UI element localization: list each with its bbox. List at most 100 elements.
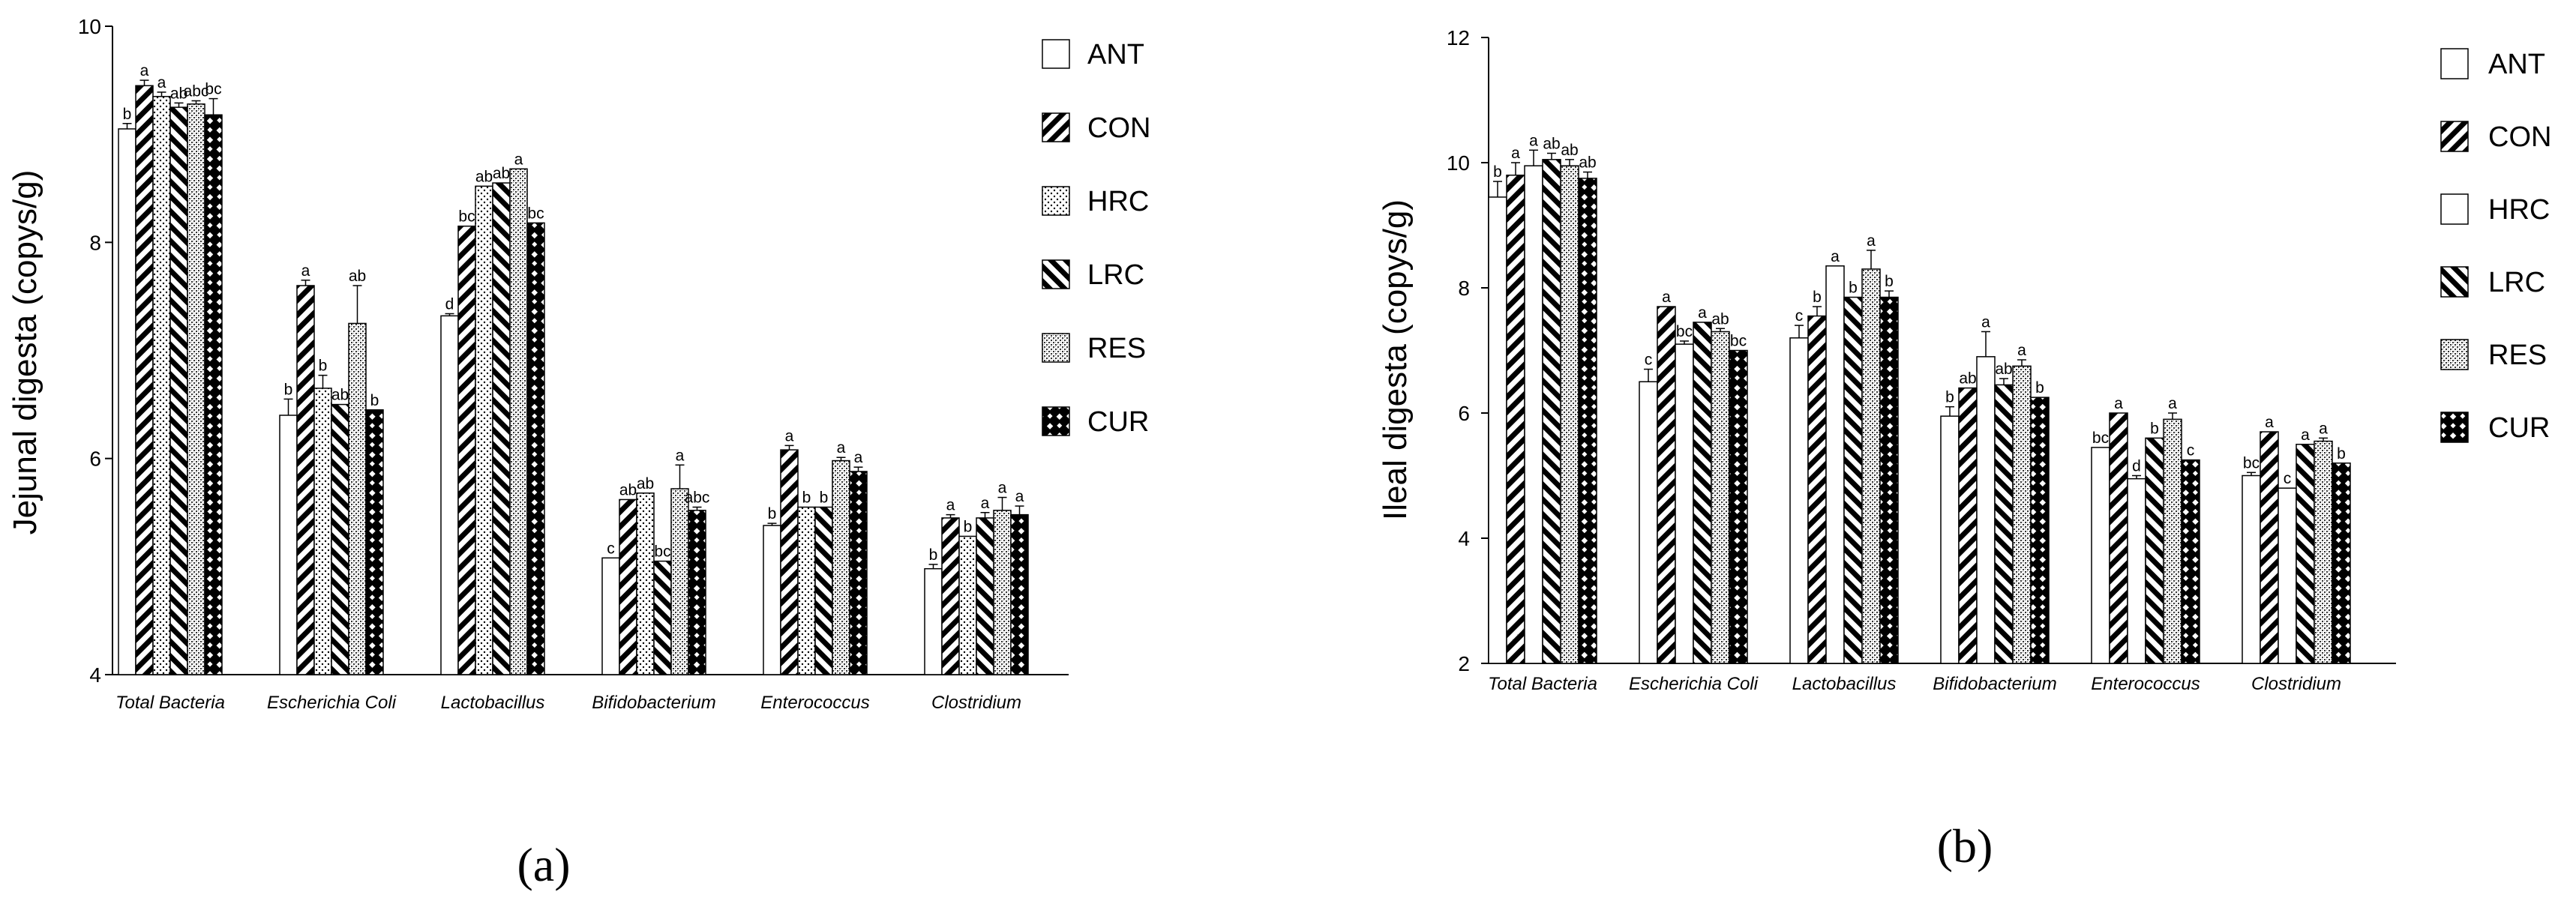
significance-label: a <box>854 449 863 466</box>
significance-label: a <box>998 480 1007 497</box>
x-category-label: Clostridium <box>2251 674 2341 694</box>
y-axis-title: Jejunal digesta (copys/g) <box>7 170 43 535</box>
significance-label: bc <box>1676 323 1693 340</box>
bar-cur <box>849 471 868 675</box>
bar-lrc <box>1843 296 1863 664</box>
bar-res <box>670 488 689 675</box>
bar-res <box>2012 365 2032 664</box>
legend-label-cur: CUR <box>2488 412 2550 444</box>
bar-con <box>2109 412 2128 664</box>
bar-cur <box>2030 397 2050 664</box>
legend-label-con: CON <box>1087 112 1150 144</box>
legend-label-con: CON <box>2488 121 2551 153</box>
significance-label: bc <box>205 81 221 98</box>
significance-label: c <box>1645 352 1653 369</box>
significance-label: a <box>1867 232 1876 250</box>
y-tick-label: 10 <box>78 15 101 38</box>
bar-hrc <box>152 95 171 675</box>
significance-label: bc <box>1730 333 1747 350</box>
legend-swatch-res <box>2440 339 2469 370</box>
significance-label: bc <box>2243 454 2260 471</box>
legend-swatch-lrc <box>2440 266 2469 298</box>
significance-label: a <box>1981 313 1990 331</box>
significance-label: a <box>2017 342 2026 359</box>
bar-con <box>296 285 315 675</box>
bar-res <box>993 510 1012 675</box>
bar-res <box>187 103 205 675</box>
bar-hrc <box>1675 343 1694 664</box>
bar-ant <box>1789 337 1809 664</box>
legend-label-lrc: LRC <box>2488 267 2545 298</box>
significance-label: b <box>1849 280 1858 297</box>
bar-hrc <box>1976 356 1996 664</box>
significance-label: bc <box>654 543 670 561</box>
bar-cur <box>365 409 384 675</box>
significance-label: c <box>1795 307 1804 325</box>
y-axis-title: Ileal digesta (copys/g) <box>1377 199 1414 520</box>
x-category-label: Lactobacillus <box>1792 674 1897 694</box>
bar-lrc <box>653 560 672 675</box>
bar-res <box>1560 165 1579 664</box>
bar-res <box>2163 418 2182 664</box>
bar-hrc <box>313 388 332 675</box>
panel-label-a: (a) <box>517 838 570 891</box>
bar-ant <box>440 315 459 675</box>
significance-label: b <box>284 381 293 398</box>
bar-ant <box>118 128 136 675</box>
significance-label: ab <box>637 475 654 492</box>
legend-swatch-con <box>1042 112 1070 142</box>
bar-cur <box>1729 349 1748 664</box>
bar-lrc <box>331 403 349 675</box>
significance-label: a <box>676 447 685 464</box>
y-tick-label: 8 <box>1458 277 1470 300</box>
significance-label: ab <box>493 165 510 182</box>
significance-label: ab <box>1561 142 1578 159</box>
bar-ant <box>924 567 943 675</box>
bar-con <box>1807 315 1827 664</box>
bar-ant <box>279 415 298 675</box>
bar-cur <box>2181 459 2200 664</box>
legend-swatch-lrc <box>1042 259 1070 289</box>
significance-label: b <box>1493 163 1502 181</box>
y-tick-label: 4 <box>89 663 101 687</box>
bar-cur <box>1010 513 1029 675</box>
bar-ant <box>1488 196 1507 664</box>
significance-label: c <box>2284 470 2292 487</box>
significance-label: ab <box>1711 310 1729 328</box>
significance-label: a <box>1015 488 1024 505</box>
bar-ant <box>601 557 620 675</box>
significance-label: bc <box>458 208 475 226</box>
y-tick-label: 6 <box>1458 402 1470 425</box>
significance-label: ab <box>475 168 493 185</box>
significance-label: b <box>1945 389 1954 406</box>
legend-label-ant: ANT <box>1087 39 1144 70</box>
x-category-label: Enterococcus <box>2091 674 2200 694</box>
significance-label: a <box>785 427 794 445</box>
bar-con <box>941 517 960 675</box>
bar-con <box>135 85 154 675</box>
bar-con <box>1506 174 1525 664</box>
bar-ant <box>1940 415 1960 664</box>
significance-label: a <box>1511 145 1520 162</box>
bar-res <box>2314 440 2333 664</box>
y-tick-label: 10 <box>1447 151 1470 175</box>
significance-label: abc <box>184 82 209 100</box>
y-tick-label: 6 <box>89 448 101 471</box>
bar-lrc <box>1693 322 1712 664</box>
bar-lrc <box>169 106 188 675</box>
significance-label: c <box>607 540 615 557</box>
significance-label: a <box>2301 427 2310 444</box>
significance-label: a <box>157 74 166 91</box>
x-category-label: Bifidobacterium <box>1933 674 2056 694</box>
y-tick-label: 12 <box>1447 26 1470 49</box>
bar-lrc <box>2145 437 2164 664</box>
significance-label: a <box>946 497 955 514</box>
bar-con <box>1657 306 1676 664</box>
legend-label-hrc: HRC <box>1087 186 1149 217</box>
significance-label: c <box>2187 442 2195 459</box>
significance-label: a <box>1662 289 1671 306</box>
bar-hrc <box>475 185 493 675</box>
bar-lrc <box>492 182 511 675</box>
